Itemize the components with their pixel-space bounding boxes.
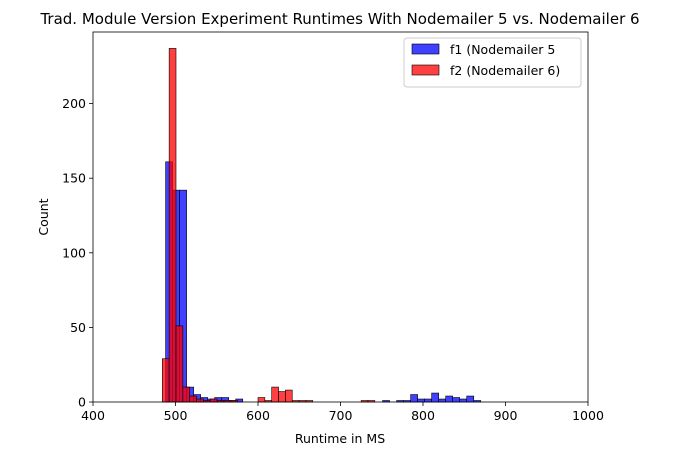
bar-series1-bin-19 [445,395,453,403]
bar-series1-bin-20 [452,397,461,403]
x-tick-label: 1000 [572,408,604,423]
bar-series2-bin-1 [168,48,177,403]
x-tick-label: 900 [494,408,518,423]
bar-series2-bin-0 [162,358,170,403]
bar-series1-bin-17 [431,392,439,403]
x-axis-label: Runtime in MS [295,431,385,446]
bars-layer [162,48,482,403]
bar-series1-bin-15 [417,398,425,403]
bar-series2-bin-7 [209,398,218,403]
legend: f1 (Nodemailer 5 f2 (Nodemailer 6) [403,37,582,88]
legend-label-f1: f1 (Nodemailer 5 [450,42,555,57]
bar-series1-bin-21 [459,398,468,403]
bar-series2-bin-13 [271,386,279,403]
legend-label-f2: f2 (Nodemailer 6) [450,63,560,78]
x-tick-label: 400 [81,408,105,423]
bar-series1-bin-22 [466,395,475,403]
y-tick-label: 150 [62,171,86,186]
x-tick-label: 800 [411,408,435,423]
x-tick-label: 500 [164,408,188,423]
y-tick-label: 0 [78,395,86,410]
y-tick-label: 50 [70,320,86,335]
legend-swatch-f1 [411,43,440,55]
legend-swatch-f2 [411,64,440,76]
y-tick-label: 200 [62,96,86,111]
bar-series2-bin-4 [189,395,197,403]
y-tick-label: 100 [62,245,86,260]
legend-frame [403,37,582,88]
bar-series1-bin-16 [424,398,432,403]
bar-series2-bin-14 [278,391,286,403]
bar-series2-bin-2 [175,325,184,403]
bar-series2-bin-5 [196,398,204,403]
x-axis: 400 500 600 700 800 900 1000 [81,402,604,423]
chart-title: Trad. Module Version Experiment Runtimes… [39,10,639,28]
x-tick-label: 600 [246,408,270,423]
x-tick-label: 700 [329,408,353,423]
bar-series2-bin-3 [182,386,190,403]
bar-series1-bin-18 [438,398,446,403]
y-axis-label: Count [36,198,51,235]
bar-series2-bin-15 [285,389,293,403]
bar-series1-bin-14 [410,394,418,403]
y-axis: 0 50 100 150 200 [62,96,93,410]
bar-series2-bin-11 [257,397,266,403]
